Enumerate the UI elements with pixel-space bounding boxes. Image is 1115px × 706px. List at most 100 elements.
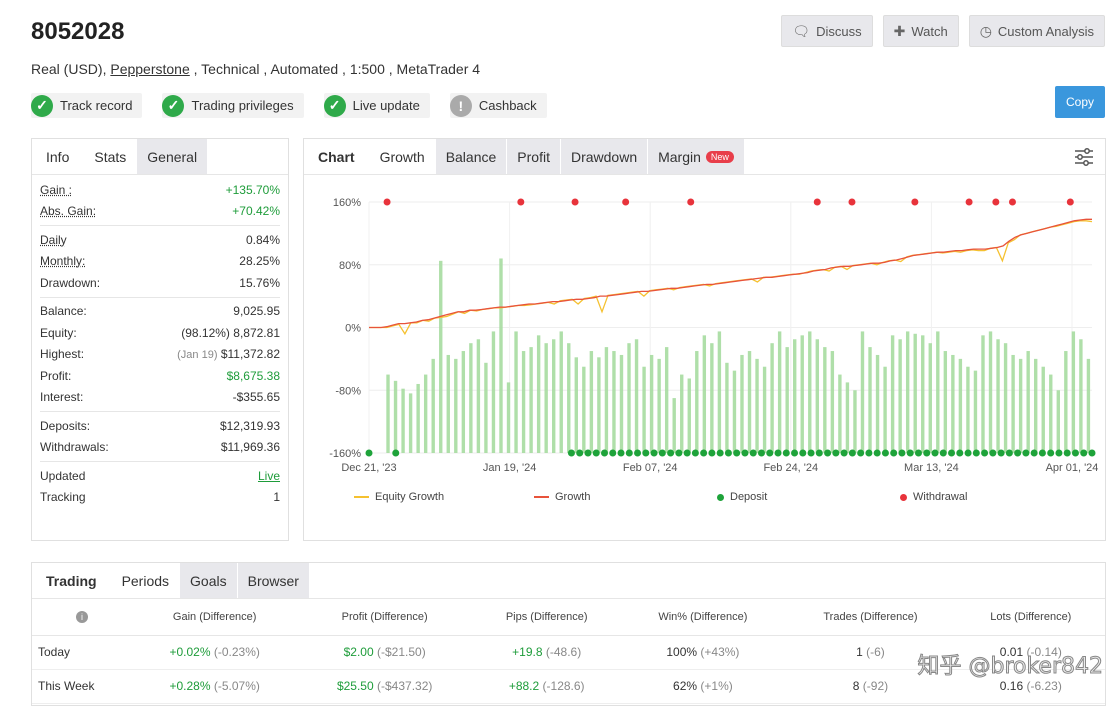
withdrawals-label: Withdrawals:: [40, 440, 109, 455]
broker-link[interactable]: Pepperstone: [110, 61, 190, 77]
chart-tabs: Chart Growth Balance Profit Drawdown Mar…: [304, 139, 1105, 175]
legend-deposit[interactable]: Deposit: [717, 491, 900, 503]
x-tick-label: Feb 24, '24: [763, 462, 818, 474]
withdrawal-point: [965, 198, 973, 206]
settings-sliders-icon[interactable]: [1073, 147, 1095, 167]
lots: 0.16: [999, 679, 1024, 693]
info-icon[interactable]: i: [76, 610, 88, 623]
badge-label: Track record: [60, 98, 133, 113]
bar: [755, 358, 759, 453]
legend-equity-growth[interactable]: Equity Growth: [354, 491, 534, 503]
withdrawals-value: $11,969.36: [220, 440, 280, 455]
bar: [958, 358, 963, 453]
tab-stats[interactable]: Stats: [84, 139, 138, 174]
info-row-deposits: Deposits: $12,319.93: [40, 415, 280, 437]
abs-gain-label[interactable]: Abs. Gain:: [40, 204, 97, 219]
tab-general[interactable]: General: [137, 139, 209, 174]
bar: [770, 343, 774, 453]
deposit-point: [667, 449, 675, 457]
badge-track-record[interactable]: ✓ Track record: [31, 93, 143, 118]
interest-label: Interest:: [40, 390, 84, 405]
bar: [680, 374, 684, 453]
tab-growth[interactable]: Growth: [369, 139, 436, 174]
withdrawal-point: [848, 198, 856, 206]
deposit-point: [567, 449, 575, 457]
daily-label[interactable]: Daily: [40, 232, 67, 247]
divider: [40, 411, 280, 412]
tab-periods[interactable]: Periods: [111, 563, 181, 598]
gain-label[interactable]: Gain :: [40, 182, 73, 197]
deposit-point: [625, 449, 633, 457]
trades: 8: [852, 679, 860, 693]
deposit-point: [774, 449, 782, 457]
trading-panel: Trading Periods Goals Browser i Gain (Di…: [31, 562, 1106, 706]
legend-withdrawal[interactable]: Withdrawal: [900, 491, 967, 503]
check-icon: ✓: [31, 94, 53, 117]
win: 62%: [673, 679, 698, 693]
deposit-point: [650, 449, 658, 457]
legend-swatch: [900, 493, 907, 501]
info-row-daily: Daily 0.84%: [40, 229, 280, 251]
account-details: , Technical , Automated , 1:500 , MetaTr…: [189, 61, 481, 77]
tab-drawdown[interactable]: Drawdown: [560, 139, 649, 174]
tab-margin[interactable]: Margin New: [648, 139, 745, 174]
deposit-point: [848, 449, 856, 457]
bar: [649, 354, 654, 453]
legend-growth[interactable]: Growth: [534, 491, 717, 503]
info-row-withdrawals: Withdrawals: $11,969.36: [40, 437, 280, 459]
discuss-button[interactable]: 🗨 Discuss: [781, 15, 873, 47]
bar: [875, 354, 880, 453]
tab-trading[interactable]: Trading: [32, 563, 112, 598]
badge-cashback[interactable]: ! Cashback: [449, 93, 547, 118]
tab-profit[interactable]: Profit: [507, 139, 561, 174]
bar: [973, 370, 978, 453]
info-row-highest: Highest: (Jan 19) $11,372.82: [40, 344, 280, 366]
withdrawal-point: [517, 198, 525, 206]
withdrawal-point: [1066, 198, 1074, 206]
bar: [1011, 354, 1015, 453]
custom-analysis-button[interactable]: ◷ Custom Analysis: [968, 15, 1105, 47]
tab-browser[interactable]: Browser: [237, 563, 310, 598]
info-row-monthly: Monthly: 28.25%: [40, 251, 280, 273]
table-row: Today +0.02% (-0.23%) $2.00 (-$21.50) +1…: [32, 635, 1105, 670]
tab-info[interactable]: Info: [32, 139, 85, 174]
deposit-point: [1014, 449, 1022, 457]
badge-trading-privileges[interactable]: ✓ Trading privileges: [162, 93, 304, 118]
drawdown-value: 15.76%: [239, 275, 280, 290]
bar: [830, 351, 835, 453]
watch-button[interactable]: ✚ Watch: [882, 15, 959, 47]
badge-live-update[interactable]: ✓ Live update: [323, 93, 430, 118]
deposit-point: [584, 449, 592, 457]
x-tick-label: Feb 07, '24: [623, 462, 678, 474]
tab-balance[interactable]: Balance: [435, 139, 508, 174]
watermark: 知乎 @broker842: [917, 654, 1104, 680]
bar: [454, 358, 458, 453]
tab-chart[interactable]: Chart: [304, 139, 370, 174]
bar: [597, 357, 601, 453]
withdrawal-point: [992, 198, 1000, 206]
deposit-point: [956, 449, 964, 457]
y-tick-label: -160%: [329, 448, 361, 460]
updated-value[interactable]: Live: [257, 468, 280, 483]
bar: [717, 331, 722, 453]
bar: [800, 335, 804, 453]
win-cell: 62% (+1%): [621, 669, 785, 704]
bar: [657, 358, 661, 453]
deposit-point: [1055, 449, 1063, 457]
deposit-point: [931, 449, 939, 457]
bar: [1018, 358, 1023, 453]
trades-cell: 1 (-6): [784, 635, 957, 670]
tab-goals[interactable]: Goals: [180, 563, 238, 598]
bar: [815, 339, 819, 453]
bar: [446, 354, 450, 453]
monthly-label[interactable]: Monthly:: [40, 254, 86, 269]
copy-button[interactable]: Copy: [1055, 86, 1105, 118]
deposit-point: [617, 449, 625, 457]
bar: [921, 335, 925, 453]
bar: [536, 335, 541, 453]
withdrawal-point: [813, 198, 821, 206]
deposit-point: [757, 449, 765, 457]
growth-chart[interactable]: 160% 80% 0% -80% -160% Dec 21, '23 Jan 19, '24…: [304, 176, 1105, 486]
gain: +0.28%: [169, 679, 211, 693]
bar: [740, 354, 744, 453]
